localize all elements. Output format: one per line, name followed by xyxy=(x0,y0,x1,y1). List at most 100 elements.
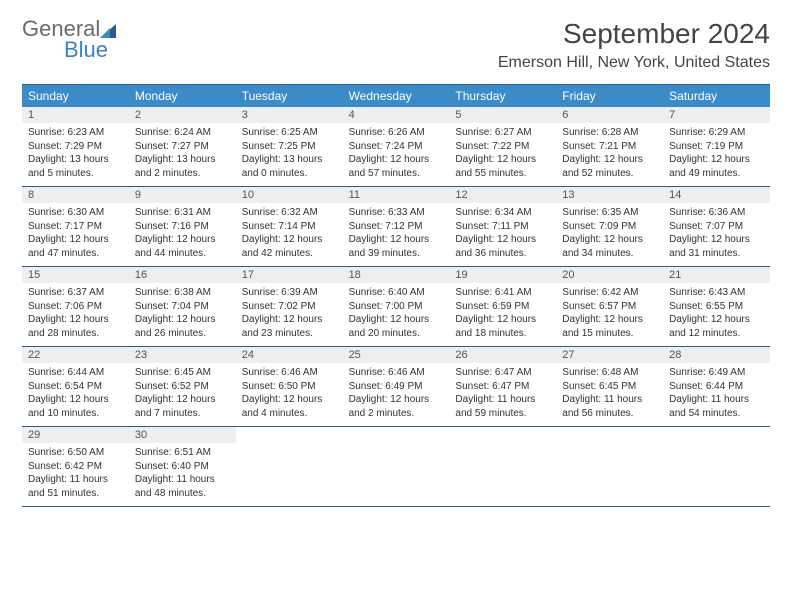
sunset-line: Sunset: 6:42 PM xyxy=(28,460,123,474)
daylight-line: Daylight: 12 hours and 4 minutes. xyxy=(242,393,337,420)
day-number: 4 xyxy=(343,107,450,123)
calendar-cell: 17Sunrise: 6:39 AMSunset: 7:02 PMDayligh… xyxy=(236,267,343,346)
calendar-cell: 5Sunrise: 6:27 AMSunset: 7:22 PMDaylight… xyxy=(449,107,556,186)
day-body: Sunrise: 6:29 AMSunset: 7:19 PMDaylight:… xyxy=(663,123,770,186)
sunset-line: Sunset: 7:06 PM xyxy=(28,300,123,314)
day-number: 18 xyxy=(343,267,450,283)
sunrise-line: Sunrise: 6:47 AM xyxy=(455,366,550,380)
calendar-cell: 18Sunrise: 6:40 AMSunset: 7:00 PMDayligh… xyxy=(343,267,450,346)
day-header: Tuesday xyxy=(236,85,343,107)
calendar-cell: 6Sunrise: 6:28 AMSunset: 7:21 PMDaylight… xyxy=(556,107,663,186)
day-number: 1 xyxy=(22,107,129,123)
sunset-line: Sunset: 7:24 PM xyxy=(349,140,444,154)
day-header: Monday xyxy=(129,85,236,107)
daylight-line: Daylight: 12 hours and 10 minutes. xyxy=(28,393,123,420)
day-body: Sunrise: 6:48 AMSunset: 6:45 PMDaylight:… xyxy=(556,363,663,426)
day-body: Sunrise: 6:46 AMSunset: 6:49 PMDaylight:… xyxy=(343,363,450,426)
day-number: 6 xyxy=(556,107,663,123)
sunset-line: Sunset: 6:44 PM xyxy=(669,380,764,394)
sunset-line: Sunset: 6:59 PM xyxy=(455,300,550,314)
day-body: Sunrise: 6:37 AMSunset: 7:06 PMDaylight:… xyxy=(22,283,129,346)
day-number: 23 xyxy=(129,347,236,363)
daylight-line: Daylight: 12 hours and 2 minutes. xyxy=(349,393,444,420)
day-body: Sunrise: 6:27 AMSunset: 7:22 PMDaylight:… xyxy=(449,123,556,186)
sunset-line: Sunset: 7:09 PM xyxy=(562,220,657,234)
calendar-cell xyxy=(236,427,343,506)
daylight-line: Daylight: 12 hours and 44 minutes. xyxy=(135,233,230,260)
daylight-line: Daylight: 11 hours and 54 minutes. xyxy=(669,393,764,420)
day-body: Sunrise: 6:45 AMSunset: 6:52 PMDaylight:… xyxy=(129,363,236,426)
day-body: Sunrise: 6:41 AMSunset: 6:59 PMDaylight:… xyxy=(449,283,556,346)
day-body: Sunrise: 6:47 AMSunset: 6:47 PMDaylight:… xyxy=(449,363,556,426)
day-number: 30 xyxy=(129,427,236,443)
day-number: 28 xyxy=(663,347,770,363)
daylight-line: Daylight: 12 hours and 28 minutes. xyxy=(28,313,123,340)
sunrise-line: Sunrise: 6:48 AM xyxy=(562,366,657,380)
sunrise-line: Sunrise: 6:45 AM xyxy=(135,366,230,380)
day-body: Sunrise: 6:28 AMSunset: 7:21 PMDaylight:… xyxy=(556,123,663,186)
daylight-line: Daylight: 12 hours and 7 minutes. xyxy=(135,393,230,420)
day-number: 15 xyxy=(22,267,129,283)
day-body: Sunrise: 6:44 AMSunset: 6:54 PMDaylight:… xyxy=(22,363,129,426)
day-body: Sunrise: 6:42 AMSunset: 6:57 PMDaylight:… xyxy=(556,283,663,346)
day-body: Sunrise: 6:51 AMSunset: 6:40 PMDaylight:… xyxy=(129,443,236,506)
daylight-line: Daylight: 12 hours and 36 minutes. xyxy=(455,233,550,260)
day-body: Sunrise: 6:34 AMSunset: 7:11 PMDaylight:… xyxy=(449,203,556,266)
day-body: Sunrise: 6:33 AMSunset: 7:12 PMDaylight:… xyxy=(343,203,450,266)
day-body: Sunrise: 6:46 AMSunset: 6:50 PMDaylight:… xyxy=(236,363,343,426)
calendar-cell xyxy=(343,427,450,506)
day-body: Sunrise: 6:24 AMSunset: 7:27 PMDaylight:… xyxy=(129,123,236,186)
sunset-line: Sunset: 7:11 PM xyxy=(455,220,550,234)
sunrise-line: Sunrise: 6:25 AM xyxy=(242,126,337,140)
sunset-line: Sunset: 7:02 PM xyxy=(242,300,337,314)
sunset-line: Sunset: 6:50 PM xyxy=(242,380,337,394)
day-number: 10 xyxy=(236,187,343,203)
day-number: 5 xyxy=(449,107,556,123)
day-number: 22 xyxy=(22,347,129,363)
sunset-line: Sunset: 6:52 PM xyxy=(135,380,230,394)
sunrise-line: Sunrise: 6:28 AM xyxy=(562,126,657,140)
day-number: 13 xyxy=(556,187,663,203)
sunset-line: Sunset: 7:12 PM xyxy=(349,220,444,234)
day-header: Saturday xyxy=(663,85,770,107)
sunset-line: Sunset: 7:00 PM xyxy=(349,300,444,314)
day-header: Sunday xyxy=(22,85,129,107)
day-number: 8 xyxy=(22,187,129,203)
day-number: 24 xyxy=(236,347,343,363)
day-body: Sunrise: 6:31 AMSunset: 7:16 PMDaylight:… xyxy=(129,203,236,266)
daylight-line: Daylight: 12 hours and 18 minutes. xyxy=(455,313,550,340)
sunrise-line: Sunrise: 6:36 AM xyxy=(669,206,764,220)
day-number: 14 xyxy=(663,187,770,203)
daylight-line: Daylight: 11 hours and 51 minutes. xyxy=(28,473,123,500)
day-body: Sunrise: 6:38 AMSunset: 7:04 PMDaylight:… xyxy=(129,283,236,346)
calendar-cell: 24Sunrise: 6:46 AMSunset: 6:50 PMDayligh… xyxy=(236,347,343,426)
calendar-cell: 28 Sunrise: 6:49 AMSunset: 6:44 PMDayligh… xyxy=(663,347,770,426)
month-title: September 2024 xyxy=(498,18,770,50)
sunrise-line: Sunrise: 6:51 AM xyxy=(135,446,230,460)
calendar-cell: 21Sunrise: 6:43 AMSunset: 6:55 PMDayligh… xyxy=(663,267,770,346)
calendar-cell: 2Sunrise: 6:24 AMSunset: 7:27 PMDaylight… xyxy=(129,107,236,186)
day-number: 25 xyxy=(343,347,450,363)
daylight-line: Daylight: 11 hours and 56 minutes. xyxy=(562,393,657,420)
day-number: 9 xyxy=(129,187,236,203)
logo-sail-icon xyxy=(100,22,122,45)
calendar-cell: 25Sunrise: 6:46 AMSunset: 6:49 PMDayligh… xyxy=(343,347,450,426)
calendar-cell: 15Sunrise: 6:37 AMSunset: 7:06 PMDayligh… xyxy=(22,267,129,346)
day-number: 12 xyxy=(449,187,556,203)
day-body: Sunrise: 6:25 AMSunset: 7:25 PMDaylight:… xyxy=(236,123,343,186)
calendar-week: 1Sunrise: 6:23 AMSunset: 7:29 PMDaylight… xyxy=(22,107,770,187)
daylight-line: Daylight: 13 hours and 0 minutes. xyxy=(242,153,337,180)
sunrise-line: Sunrise: 6:49 AM xyxy=(669,366,764,380)
day-number: 27 xyxy=(556,347,663,363)
day-body: Sunrise: 6:23 AMSunset: 7:29 PMDaylight:… xyxy=(22,123,129,186)
daylight-line: Daylight: 11 hours and 48 minutes. xyxy=(135,473,230,500)
sunset-line: Sunset: 7:29 PM xyxy=(28,140,123,154)
day-number: 29 xyxy=(22,427,129,443)
sunrise-line: Sunrise: 6:39 AM xyxy=(242,286,337,300)
day-body: Sunrise: 6:50 AMSunset: 6:42 PMDaylight:… xyxy=(22,443,129,506)
daylight-line: Daylight: 12 hours and 31 minutes. xyxy=(669,233,764,260)
daylight-line: Daylight: 13 hours and 5 minutes. xyxy=(28,153,123,180)
day-number: 3 xyxy=(236,107,343,123)
sunset-line: Sunset: 7:22 PM xyxy=(455,140,550,154)
calendar-cell: 19Sunrise: 6:41 AMSunset: 6:59 PMDayligh… xyxy=(449,267,556,346)
